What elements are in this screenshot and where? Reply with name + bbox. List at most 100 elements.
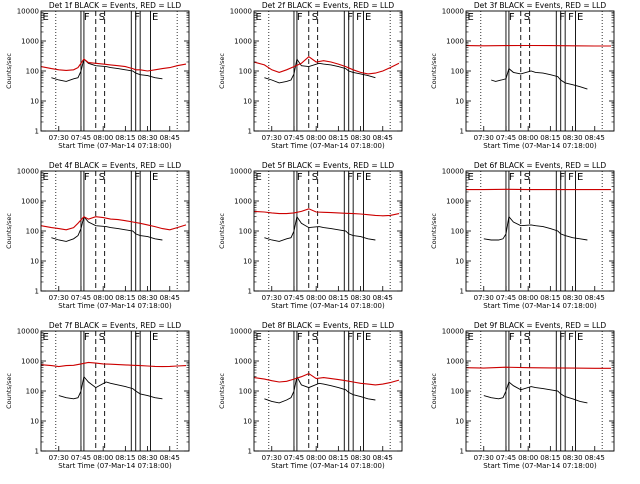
y-axis-label: Counts/sec — [218, 213, 226, 249]
lld-series-line — [466, 367, 611, 368]
x-tick-label: 07:45 — [284, 294, 304, 302]
panel-title: Det 8f BLACK = Events, RED = LLD — [262, 321, 395, 330]
x-axis-label: Start Time (07-Mar-14 07:18:00) — [271, 462, 385, 470]
y-tick-label: 1 — [35, 448, 39, 456]
region-label: S — [99, 332, 105, 343]
y-tick-label: 10 — [30, 418, 39, 426]
y-tick-label: 10000 — [17, 8, 39, 16]
region-label: F — [509, 332, 515, 343]
region-label: E — [365, 332, 371, 343]
lld-series-line — [466, 46, 611, 47]
x-tick-label: 08:15 — [328, 294, 348, 302]
y-tick-label: 1000 — [21, 198, 39, 206]
panel-title: Det 7f BLACK = Events, RED = LLD — [49, 321, 182, 330]
x-axis-label: Start Time (07-Mar-14 07:18:00) — [483, 462, 597, 470]
region-label: F — [347, 332, 353, 343]
plot-area — [254, 331, 399, 451]
x-tick-label: 07:30 — [474, 134, 494, 142]
y-axis-label: Counts/sec — [5, 213, 13, 249]
x-tick-label: 08:30 — [562, 134, 582, 142]
region-label: E — [365, 172, 371, 183]
y-tick-label: 1000 — [446, 38, 464, 46]
region-label: E — [577, 332, 583, 343]
events-series-line — [484, 217, 588, 240]
x-tick-label: 08:15 — [328, 134, 348, 142]
events-series-line — [264, 59, 375, 83]
x-tick-label: 08:30 — [562, 454, 582, 462]
y-tick-label: 10 — [243, 258, 252, 266]
y-tick-label: 10000 — [230, 8, 252, 16]
region-label: S — [312, 172, 318, 183]
y-tick-label: 1 — [460, 448, 464, 456]
events-series-line — [264, 217, 375, 242]
plot-area — [466, 11, 611, 131]
y-tick-label: 10 — [455, 258, 464, 266]
plot-area — [41, 11, 186, 131]
x-tick-label: 07:30 — [49, 454, 69, 462]
x-tick-label: 07:45 — [496, 134, 516, 142]
x-tick-label: 07:30 — [49, 294, 69, 302]
y-tick-label: 10 — [243, 98, 252, 106]
y-tick-label: 10000 — [442, 8, 464, 16]
region-label: F — [509, 12, 515, 23]
region-label: E — [577, 12, 583, 23]
x-tick-label: 08:00 — [518, 454, 538, 462]
plot-area — [41, 171, 186, 291]
region-label: F — [347, 12, 353, 23]
lld-series-line — [41, 362, 186, 366]
region-label: E — [152, 172, 158, 183]
region-label: F — [356, 12, 362, 23]
x-tick-label: 08:00 — [518, 134, 538, 142]
x-tick-label: 08:15 — [115, 454, 135, 462]
region-label: E — [152, 12, 158, 23]
y-tick-label: 1000 — [21, 358, 39, 366]
x-axis-label: Start Time (07-Mar-14 07:18:00) — [483, 142, 597, 150]
x-tick-label: 08:00 — [306, 454, 326, 462]
panel-title: Det 1f BLACK = Events, RED = LLD — [49, 1, 182, 10]
x-tick-label: 08:30 — [350, 134, 370, 142]
region-label: E — [365, 12, 371, 23]
x-tick-label: 08:45 — [585, 134, 605, 142]
plot-frame — [41, 171, 189, 291]
region-label: S — [524, 172, 530, 183]
x-tick-label: 08:15 — [115, 134, 135, 142]
panel-title: Det 3f BLACK = Events, RED = LLD — [474, 1, 607, 10]
y-tick-label: 1000 — [234, 198, 252, 206]
y-tick-label: 100 — [451, 388, 464, 396]
y-tick-label: 10000 — [17, 328, 39, 336]
x-axis-label: Start Time (07-Mar-14 07:18:00) — [58, 302, 172, 310]
x-tick-label: 08:45 — [585, 454, 605, 462]
lld-series-line — [254, 57, 399, 74]
y-tick-label: 10000 — [442, 328, 464, 336]
x-tick-label: 07:45 — [496, 294, 516, 302]
panel-title: Det 4f BLACK = Events, RED = LLD — [49, 161, 182, 170]
plot-frame — [466, 331, 614, 451]
y-tick-label: 100 — [26, 388, 39, 396]
plot-area — [254, 171, 399, 291]
plot-frame — [254, 331, 402, 451]
events-series-line — [59, 377, 163, 399]
panel-title: Det 9f BLACK = Events, RED = LLD — [474, 321, 607, 330]
y-tick-label: 10000 — [230, 168, 252, 176]
x-axis-label: Start Time (07-Mar-14 07:18:00) — [58, 462, 172, 470]
y-tick-label: 10 — [30, 258, 39, 266]
x-tick-label: 07:45 — [284, 134, 304, 142]
region-label: F — [297, 12, 303, 23]
y-tick-label: 100 — [451, 228, 464, 236]
x-tick-label: 07:45 — [71, 294, 91, 302]
x-axis-label: Start Time (07-Mar-14 07:18:00) — [271, 142, 385, 150]
x-tick-label: 08:45 — [160, 454, 180, 462]
x-tick-label: 08:15 — [540, 454, 560, 462]
plot-frame — [466, 11, 614, 131]
x-tick-label: 07:45 — [71, 134, 91, 142]
region-label: S — [99, 172, 105, 183]
region-label: F — [84, 172, 90, 183]
x-tick-label: 08:30 — [137, 294, 157, 302]
lld-series-line — [41, 59, 186, 71]
x-tick-label: 08:15 — [540, 134, 560, 142]
